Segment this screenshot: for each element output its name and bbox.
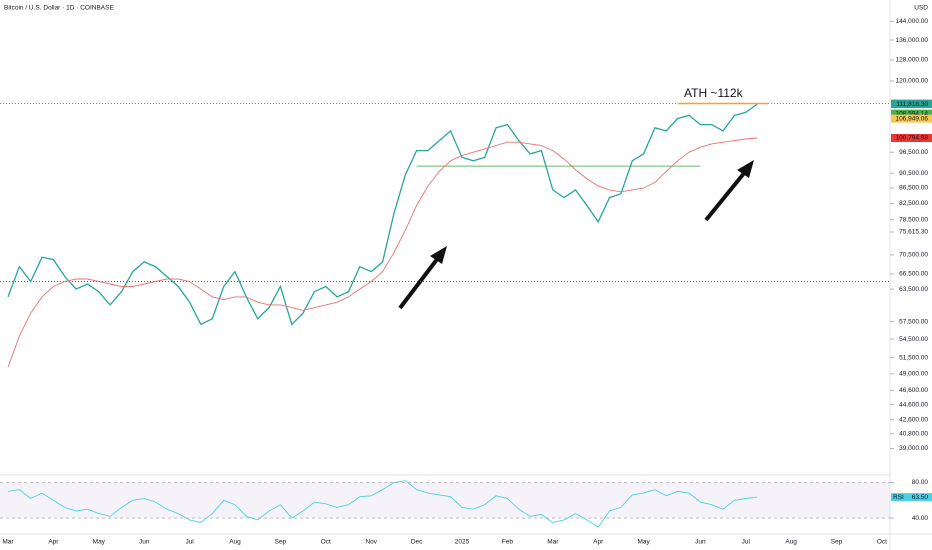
y-tick-label: 44,600.00: [899, 401, 928, 408]
price-label: 111,818.30: [896, 101, 928, 108]
y-tick-label: 57,500.00: [899, 318, 928, 325]
x-tick-label: Dec: [411, 539, 423, 546]
y-tick-label: 96,500.00: [899, 149, 928, 156]
x-tick-label: Apr: [593, 539, 604, 546]
price-label-box: [891, 134, 932, 143]
arrow: [704, 170, 747, 222]
rsi-last-label: 63.50: [912, 494, 929, 501]
arrows: [398, 160, 754, 310]
y-tick-label: 82,500.00: [899, 200, 928, 207]
y-tick-label: 90,500.00: [899, 170, 928, 177]
y-tick-label: 40,800.00: [899, 430, 928, 437]
price-line: [7, 137, 758, 368]
y-tick-label: 51,500.00: [899, 354, 928, 361]
price-label: 108,594.14: [895, 110, 928, 117]
x-tick-label: Aug: [229, 539, 241, 546]
rsi-label-box: [891, 493, 932, 502]
x-tick-label: Jun: [139, 539, 150, 546]
price-label: 100,794.98: [895, 135, 928, 142]
y-tick-label: 66,500.00: [899, 271, 928, 278]
x-tick-label: May: [637, 539, 650, 546]
price-label-box: [891, 109, 932, 118]
x-tick-label: Oct: [321, 539, 331, 546]
x-tick-label: Feb: [502, 539, 514, 546]
arrow-head: [737, 160, 754, 178]
price-label: 106,949.06: [895, 115, 928, 122]
y-tick-label: 80.00: [912, 479, 929, 486]
y-tick-label: 136,000.00: [895, 37, 928, 44]
x-tick-label: Mar: [2, 539, 14, 546]
y-tick-label: 40.00: [912, 515, 929, 522]
x-tick-label: 2025: [455, 539, 470, 546]
x-tick-label: Sep: [831, 539, 843, 546]
arrow: [398, 256, 440, 310]
x-tick-label: Apr: [48, 539, 59, 546]
y-tick-label: 78,500.00: [899, 216, 928, 223]
price-line: [7, 103, 758, 326]
rsi-name: RSI: [893, 494, 904, 501]
y-tick-label: 42,600.00: [899, 416, 928, 423]
x-tick-label: Aug: [785, 539, 797, 546]
x-tick-label: Sep: [275, 539, 287, 546]
price-label-box: [891, 100, 932, 109]
x-tick-label: Mar: [547, 539, 559, 546]
arrow-head: [430, 246, 447, 264]
y-tick-label: 128,000.00: [895, 57, 928, 64]
x-tick-label: May: [93, 539, 106, 546]
ath-annotation: ATH ~112k: [684, 86, 744, 100]
rsi-line: [7, 480, 758, 528]
y-tick-label: 49,000.00: [899, 371, 928, 378]
y-tick-label: 54,500.00: [899, 336, 928, 343]
y-tick-label: 144,000.00: [895, 18, 928, 25]
price-label-box: [891, 114, 932, 123]
y-tick-label: 86,500.00: [899, 185, 928, 192]
x-tick-label: Nov: [365, 539, 377, 546]
y-tick-label: 46,600.00: [899, 387, 928, 394]
chart-title: Bitcoin / U.S. Dollar · 1D · COINBASE: [4, 5, 114, 12]
x-tick-label: Jul: [185, 539, 194, 546]
y-tick-label: 75,615.30: [899, 229, 928, 236]
y-tick-label: 120,000.00: [895, 78, 928, 85]
y-tick-label: 70,500.00: [899, 252, 928, 259]
currency: USD: [914, 5, 928, 12]
y-tick-label: 39,000.00: [899, 445, 928, 452]
y-tick-label: 63,500.00: [899, 286, 928, 293]
x-tick-label: Jul: [742, 539, 751, 546]
x-tick-label: Jun: [695, 539, 706, 546]
x-tick-label: Oct: [877, 539, 887, 546]
